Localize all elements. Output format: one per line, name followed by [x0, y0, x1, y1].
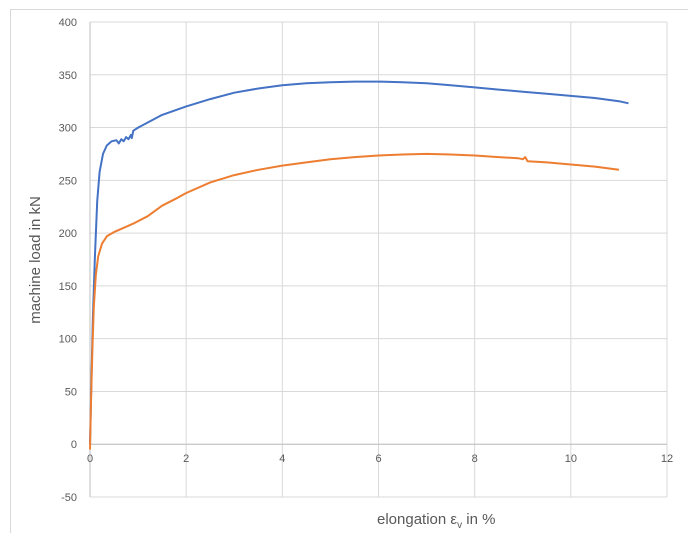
- x-tick-label: 2: [183, 453, 189, 465]
- y-tick-label: 100: [59, 334, 77, 346]
- y-tick-label: 50: [65, 386, 77, 398]
- x-tick-label: 12: [661, 453, 673, 465]
- series-group: [89, 80, 629, 450]
- x-tick-label: 6: [375, 453, 381, 465]
- y-tick-label: 300: [59, 123, 77, 135]
- y-tick-label: 350: [59, 70, 77, 82]
- x-axis-title-prefix: elongation ε: [377, 511, 458, 528]
- gridlines: [89, 21, 668, 498]
- y-tick-label: 400: [59, 17, 77, 29]
- x-axis-title-suffix: in %: [462, 511, 496, 528]
- y-tick-label: 0: [71, 439, 77, 451]
- x-tick-labels: 0 2 4 6 8 10 12: [87, 453, 673, 465]
- x-axis-title-subscript: v: [457, 520, 463, 531]
- x-tick-label: 0: [87, 453, 93, 465]
- y-tick-label: 200: [59, 228, 77, 240]
- chart-frame: [10, 9, 688, 533]
- x-tick-label: 8: [472, 453, 478, 465]
- y-axis-title: machine load in kN: [27, 196, 44, 324]
- y-tick-labels: -50 0 50 100 150 200 250 300 350 400: [59, 17, 77, 504]
- series-line-2: [89, 152, 620, 450]
- y-tick-label: -50: [61, 492, 77, 504]
- x-tick-label: 10: [565, 453, 577, 465]
- y-tick-label: 250: [59, 175, 77, 187]
- y-tick-label: 150: [59, 281, 77, 293]
- series-line-1: [89, 80, 629, 445]
- x-tick-label: 4: [279, 453, 285, 465]
- x-axis-title: elongation εv in %: [377, 511, 495, 531]
